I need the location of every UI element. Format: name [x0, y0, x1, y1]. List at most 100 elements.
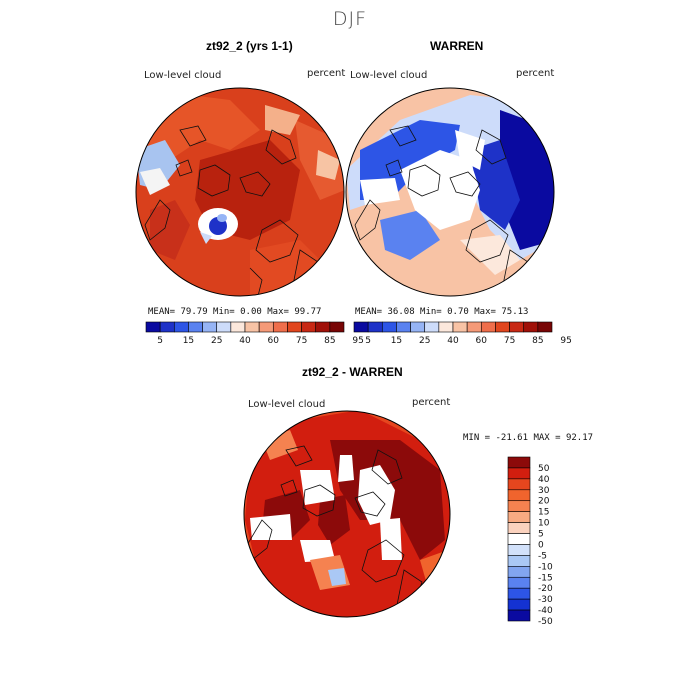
panel2-colorbar-swatch — [537, 321, 553, 333]
diff-colorbar-swatch — [507, 511, 531, 523]
panel1-colorbar-tick-label: 40 — [239, 336, 251, 346]
panel1-colorbar-tick-label: 25 — [211, 336, 222, 346]
panel1-min: 0.00 — [240, 307, 262, 317]
panel2-colorbar-swatch — [438, 321, 454, 333]
panel2-units: percent — [516, 68, 555, 79]
diff-colorbar-tick-label: -15 — [538, 573, 553, 583]
panel2-colorbar-tick-label: 95 — [560, 336, 571, 346]
panel1-colorbar-tick-label: 60 — [268, 336, 280, 346]
panel2-max-label: Max= — [474, 307, 496, 317]
panel1-colorbar-swatch — [301, 321, 317, 333]
diff-colorbar-tick-label: -40 — [538, 606, 553, 616]
panel2-mean: 36.08 — [387, 307, 415, 317]
panel1-map — [135, 87, 345, 297]
panel1-colorbar-swatch — [272, 321, 288, 333]
panel2-colorbar-swatch — [424, 321, 440, 333]
panel2-colorbar-tick-label: 60 — [476, 336, 488, 346]
panel2-min: 0.70 — [447, 307, 469, 317]
panel1-colorbar-swatch — [287, 321, 302, 333]
panel1-colorbar-swatch — [216, 321, 232, 333]
diff-colorbar-swatch — [507, 544, 531, 556]
diff-colorbar-swatch — [507, 566, 531, 578]
panel1-max-label: Max= — [267, 307, 289, 317]
diff-colorbar-tick-label: 50 — [538, 464, 550, 474]
panel1-mean-label: MEAN= — [148, 307, 176, 317]
panel2-colorbar-tick-label: 40 — [447, 336, 459, 346]
diff-colorbar-swatch — [507, 587, 531, 600]
panel2-colorbar-tick-label: 25 — [419, 336, 430, 346]
diff-stats: MIN = -21.61 MAX = 92.17 — [463, 433, 594, 443]
panel2-max: 75.13 — [501, 307, 529, 317]
panel1-colorbar: 5 15 25 40 60 75 85 95 — [145, 321, 364, 346]
panel1-colorbar-swatch — [230, 321, 246, 333]
diff-colorbar-tick-label: -20 — [538, 584, 553, 594]
panel2-variable: Low-level cloud — [350, 70, 428, 81]
diff-colorbar-swatch — [507, 609, 531, 622]
panel2-colorbar: 5 15 25 40 60 75 85 95 — [353, 321, 572, 346]
panel1-variable: Low-level cloud — [144, 70, 222, 81]
panel2-colorbar-swatch — [367, 321, 383, 333]
diff-colorbar-swatch — [507, 489, 531, 502]
panel1-colorbar-swatch — [188, 321, 203, 333]
panel2-colorbar-swatch — [509, 321, 525, 333]
diff-colorbar-swatch — [507, 576, 531, 589]
diff-colorbar-tick-label: -10 — [538, 562, 553, 572]
panel2-colorbar-swatch — [353, 321, 369, 333]
diff-title: zt92_2 - WARREN — [302, 365, 403, 379]
panel1-colorbar-swatch — [159, 321, 175, 333]
panel1-colorbar-tick-label: 15 — [183, 336, 194, 346]
panel1-colorbar-tick-label: 85 — [324, 336, 335, 346]
panel2-colorbar-swatch — [523, 321, 539, 333]
panel1-stats: MEAN= 79.79 Min= 0.00 Max= 99.77 — [148, 307, 321, 317]
panel2-colorbar-tick-label: 75 — [504, 336, 515, 346]
panel2-stats: MEAN= 36.08 Min= 0.70 Max= 75.13 — [355, 307, 528, 317]
diff-colorbar-tick-label: 0 — [538, 540, 544, 550]
diff-colorbar-swatch — [507, 598, 531, 611]
panel1-mean: 79.79 — [180, 307, 208, 317]
diff-colorbar-tick-label: 5 — [538, 530, 544, 540]
panel1-units: percent — [307, 68, 346, 79]
diff-units: percent — [412, 397, 451, 408]
panel1-colorbar-tick-label: 95 — [352, 336, 363, 346]
diff-variable: Low-level cloud — [248, 399, 326, 410]
panel2-title: WARREN — [430, 39, 484, 53]
panel2-colorbar-tick-label: 5 — [365, 336, 371, 346]
panel1-max: 99.77 — [294, 307, 322, 317]
panel2-colorbar-tick-label: 15 — [391, 336, 402, 346]
diff-colorbar-tick-label: -5 — [538, 551, 547, 561]
season-title: DJF — [332, 8, 368, 30]
diff-colorbar-swatch — [507, 500, 531, 512]
diff-colorbar-tick-label: 15 — [538, 508, 549, 518]
panel2-colorbar-swatch — [381, 321, 397, 333]
diff-colorbar-tick-label: 20 — [538, 497, 550, 507]
panel2-colorbar-swatch — [396, 321, 411, 333]
panel1-colorbar-tick-label: 5 — [157, 336, 163, 346]
panel2-colorbar-swatch — [410, 321, 426, 333]
diff-colorbar-swatch — [507, 533, 531, 545]
panel2-colorbar-swatch — [466, 321, 482, 333]
diff-map — [243, 410, 451, 618]
panel1-min-label: Min= — [213, 307, 235, 317]
panel1-title: zt92_2 (yrs 1-1) — [206, 39, 293, 53]
diff-colorbar-tick-label: -30 — [538, 595, 553, 605]
panel1-colorbar-swatch — [244, 321, 260, 333]
diff-colorbar-swatch — [507, 456, 531, 469]
panel1-colorbar-swatch — [315, 321, 331, 333]
diff-colorbar-swatch — [507, 522, 531, 534]
diff-colorbar-swatch — [507, 478, 531, 491]
diff-colorbar-tick-label: 30 — [538, 486, 550, 496]
panel2-mean-label: MEAN= — [355, 307, 383, 317]
panel1-colorbar-swatch — [173, 321, 189, 333]
diff-colorbar-tick-label: 10 — [538, 519, 550, 529]
panel2-min-label: Min= — [420, 307, 442, 317]
panel1-colorbar-swatch — [145, 321, 161, 333]
panel1-colorbar-swatch — [258, 321, 274, 333]
panel2-map — [345, 87, 555, 297]
panel2-colorbar-tick-label: 85 — [532, 336, 543, 346]
panel2-colorbar-swatch — [495, 321, 510, 333]
panel1-colorbar-tick-label: 75 — [296, 336, 307, 346]
diff-colorbar-swatch — [507, 467, 531, 480]
panel1-colorbar-swatch — [329, 321, 345, 333]
